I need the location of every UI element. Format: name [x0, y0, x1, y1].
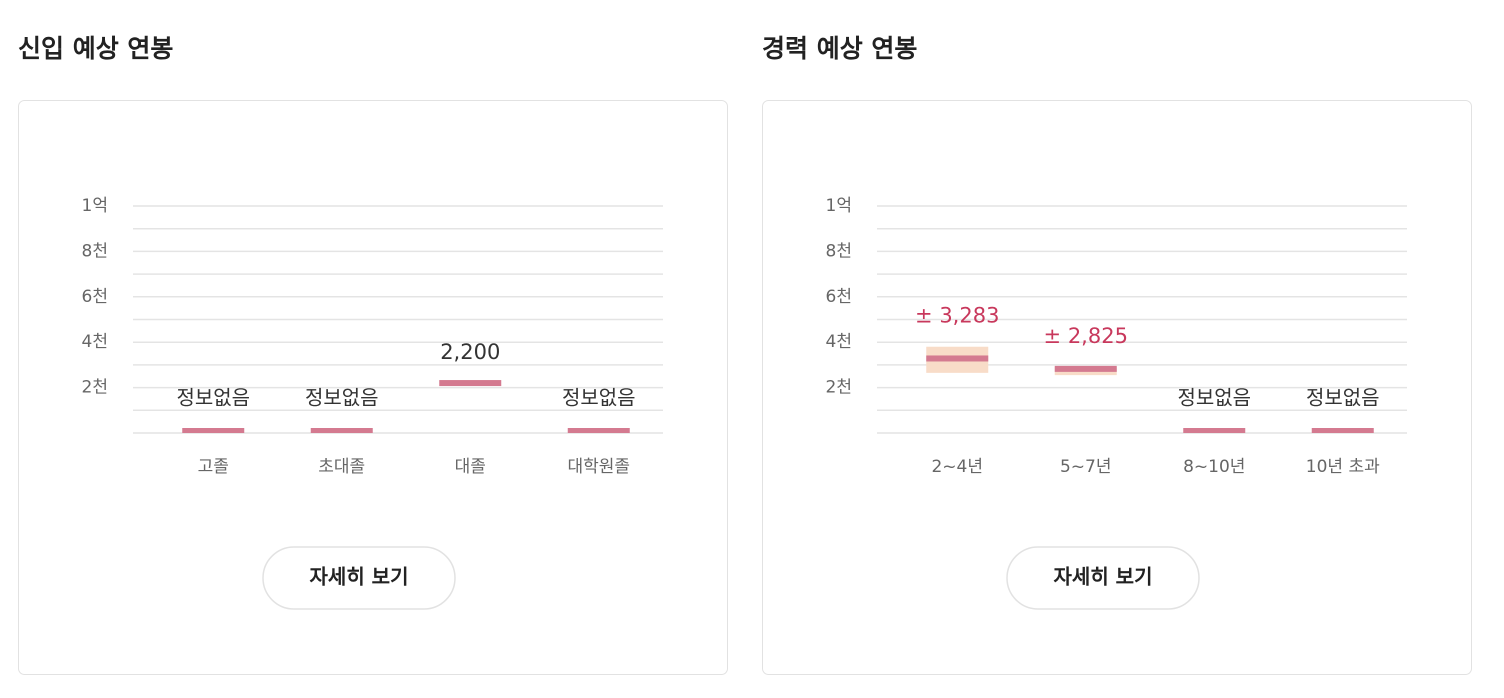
y-tick-label: 1억 [82, 196, 108, 216]
x-tick-label: 8~10년 [1183, 457, 1245, 477]
chart-title: 경력 예상 연봉 [762, 34, 917, 63]
no-data-label: 정보없음 [176, 386, 250, 410]
no-data-label: 정보없음 [305, 386, 379, 410]
x-tick-label: 대학원졸 [567, 457, 630, 477]
y-tick-label: 2천 [82, 378, 108, 398]
no-data-label: 정보없음 [1177, 386, 1251, 410]
empty-bar [567, 428, 630, 433]
x-tick-label: 10년 초과 [1306, 457, 1380, 477]
bar [926, 355, 989, 362]
x-tick-label: 고졸 [198, 457, 229, 477]
value-label: ± 2,825 [1044, 324, 1128, 348]
details-button-label[interactable]: 자세히 보기 [1054, 565, 1153, 589]
x-tick-label: 초대졸 [318, 457, 365, 477]
x-tick-label: 5~7년 [1060, 457, 1112, 477]
y-tick-label: 2천 [826, 378, 852, 398]
y-tick-label: 8천 [826, 241, 852, 261]
y-tick-label: 4천 [82, 332, 108, 352]
x-tick-label: 2~4년 [931, 457, 983, 477]
y-tick-label: 6천 [826, 287, 852, 307]
empty-bar [182, 428, 245, 433]
empty-bar [310, 428, 373, 433]
empty-bar [1183, 428, 1246, 433]
details-button-label[interactable]: 자세히 보기 [310, 565, 409, 589]
y-tick-label: 8천 [82, 241, 108, 261]
details-button[interactable] [1006, 546, 1200, 610]
bar [1054, 365, 1117, 372]
bar [439, 380, 502, 387]
empty-bar [1311, 428, 1374, 433]
details-button[interactable] [262, 546, 456, 610]
x-tick-label: 대졸 [455, 457, 486, 477]
chart-title: 신입 예상 연봉 [18, 34, 173, 63]
y-tick-label: 4천 [826, 332, 852, 352]
value-label: 2,200 [440, 340, 500, 364]
no-data-label: 정보없음 [1306, 386, 1380, 410]
value-label: ± 3,283 [915, 304, 999, 328]
y-tick-label: 1억 [826, 196, 852, 216]
y-tick-label: 6천 [82, 287, 108, 307]
no-data-label: 정보없음 [562, 386, 636, 410]
